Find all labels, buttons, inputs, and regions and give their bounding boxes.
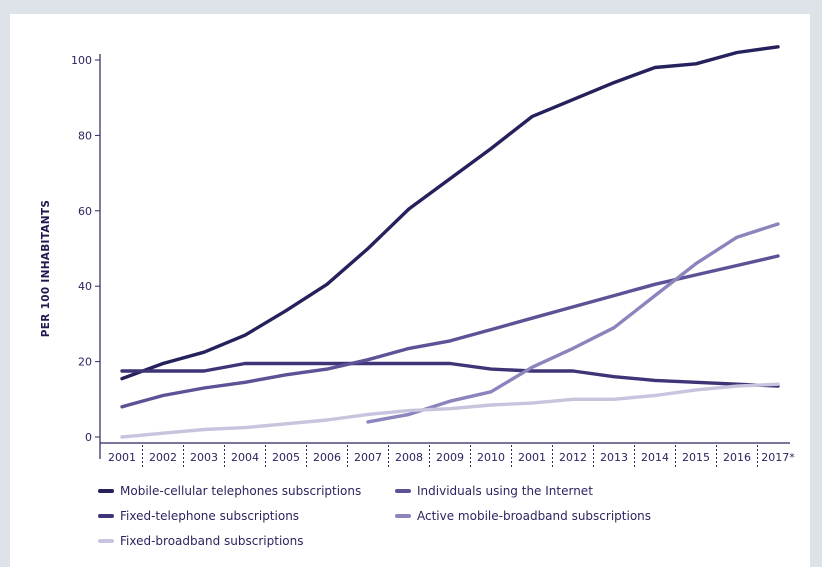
y-tick-label: 60 [78, 205, 92, 218]
legend-item: Individuals using the Internet [395, 484, 593, 498]
series-line [120, 254, 780, 409]
legend-item: Active mobile-broadband subscriptions [395, 509, 651, 523]
legend-label: Active mobile-broadband subscriptions [417, 509, 652, 523]
x-tick-label: 2009 [436, 451, 464, 464]
legend-label: Fixed-broadband subscriptions [120, 534, 304, 548]
x-tick-label: 2010 [477, 451, 505, 464]
legend-label: Individuals using the Internet [417, 484, 593, 498]
x-tick-label: 2013 [600, 451, 628, 464]
y-tick-label: 80 [78, 129, 92, 142]
y-tick-label: 0 [85, 431, 92, 444]
x-tick-label: 2017* [761, 451, 795, 464]
legend-swatch [98, 489, 114, 493]
x-tick-label: 2007 [354, 451, 382, 464]
x-tick-label: 2012 [559, 451, 587, 464]
x-tick-label: 2006 [313, 451, 341, 464]
y-tick-label: 40 [78, 280, 92, 293]
legend-item: Fixed-broadband subscriptions [98, 534, 303, 548]
x-tick-label: 2016 [723, 451, 751, 464]
line-chart: 0 20 40 60 80 100 PER 100 INHABITANTS 2001 2002 2… [40, 45, 795, 467]
legend-label: Fixed-telephone subscriptions [120, 509, 300, 523]
x-tick-label: 2001 [108, 451, 136, 464]
y-tick-label: 100 [71, 54, 92, 67]
y-tick-label: 20 [78, 356, 92, 369]
x-tick-label: 2004 [231, 451, 259, 464]
x-tick-label: 2008 [395, 451, 423, 464]
x-tick-label: 2002 [149, 451, 177, 464]
x-tick-label: 2014 [641, 451, 669, 464]
legend-item: Mobile-cellular telephones subscriptions [98, 484, 361, 498]
legend-swatch [395, 489, 411, 493]
legend-swatch [98, 539, 114, 543]
x-tick-label: 2015 [682, 451, 710, 464]
legend-swatch [395, 514, 411, 518]
y-axis-title: PER 100 INHABITANTS [40, 200, 52, 337]
series-line [120, 45, 780, 381]
series-line [366, 222, 780, 424]
series-line [120, 361, 780, 388]
x-tick-label: 2001 [518, 451, 546, 464]
series-line [120, 382, 780, 439]
legend-swatch [98, 514, 114, 518]
legend-label: Mobile-cellular telephones subscriptions [120, 484, 362, 498]
x-tick-label: 2005 [272, 451, 300, 464]
x-tick-label: 2003 [190, 451, 218, 464]
chart-card: 0 20 40 60 80 100 PER 100 INHABITANTS 2001 2002 2… [10, 14, 810, 567]
legend-item: Fixed-telephone subscriptions [98, 509, 299, 523]
